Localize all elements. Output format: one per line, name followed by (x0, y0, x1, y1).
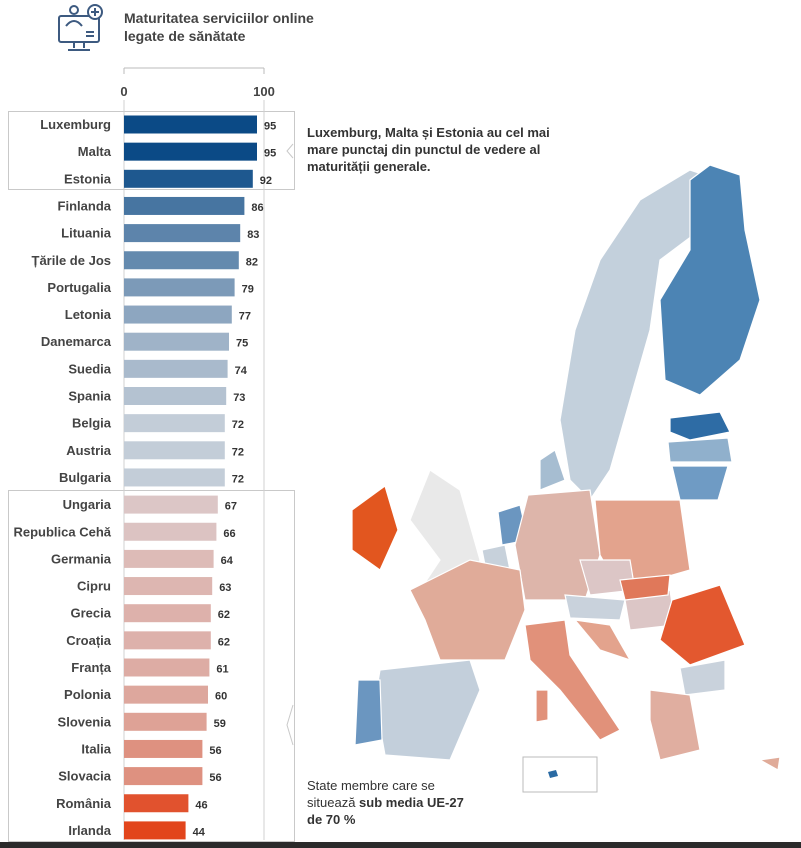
value-label: 95 (264, 148, 276, 160)
category-label: Bulgaria (59, 470, 112, 485)
category-label: Italia (81, 741, 111, 756)
bar (124, 115, 257, 134)
bar (124, 658, 210, 677)
value-label: 77 (239, 311, 251, 323)
value-label: 63 (219, 582, 231, 594)
bar (124, 604, 211, 623)
category-label: Belgia (72, 416, 112, 431)
bottom-bar (0, 842, 801, 848)
category-label: Slovacia (58, 769, 112, 784)
value-label: 74 (235, 365, 248, 377)
category-label: Țările de Jos (32, 253, 111, 268)
bar (124, 414, 225, 433)
category-label: România (56, 796, 112, 811)
bar (124, 739, 203, 758)
bar (124, 387, 227, 405)
bar (124, 495, 218, 514)
bar (124, 224, 241, 243)
bar (124, 794, 189, 813)
bar (124, 441, 225, 460)
value-label: 66 (223, 528, 235, 540)
category-label: Cipru (77, 579, 111, 594)
value-label: 95 (264, 121, 276, 133)
top-group-pointer (286, 143, 294, 159)
value-label: 59 (214, 718, 226, 730)
category-label: Franța (71, 660, 112, 675)
value-label: 61 (216, 664, 228, 676)
category-label: Germania (51, 551, 112, 566)
top-annotation: Luxemburg, Malta și Estonia au cel mai m… (307, 125, 550, 174)
doctor-monitor-icon (56, 2, 106, 59)
category-label: Grecia (71, 606, 112, 621)
bar (124, 359, 228, 378)
bar (124, 305, 232, 324)
value-label: 73 (233, 392, 245, 404)
bottom-group-pointer (286, 704, 294, 746)
category-label: Portugalia (47, 280, 111, 295)
category-label: Letonia (65, 307, 112, 322)
category-label: Suedia (68, 361, 111, 376)
value-label: 67 (225, 501, 237, 513)
value-label: 86 (251, 202, 263, 214)
value-label: 72 (232, 419, 244, 431)
category-label: Republica Cehă (13, 524, 111, 539)
bar (124, 577, 213, 596)
category-label: Polonia (64, 687, 112, 702)
chart-title: Maturitatea serviciilor online legate de… (124, 10, 314, 44)
bottom-annotation-text: State membre care se situează (307, 778, 435, 810)
category-label: Finlanda (58, 198, 112, 213)
value-label: 72 (232, 473, 244, 485)
bar (124, 821, 186, 840)
category-label: Malta (78, 144, 112, 159)
category-label: Irlanda (68, 823, 111, 838)
value-label: 64 (221, 555, 234, 567)
bar (124, 685, 208, 704)
bar (124, 196, 245, 215)
category-label: Estonia (64, 171, 112, 186)
axis-tick-label: 100 (253, 84, 275, 99)
value-label: 44 (193, 826, 206, 838)
value-label: 62 (218, 609, 230, 621)
bar (124, 549, 214, 568)
value-label: 75 (236, 338, 248, 350)
bar (124, 142, 257, 161)
bar (124, 767, 203, 786)
value-label: 56 (209, 745, 221, 757)
value-label: 62 (218, 636, 230, 648)
bar (124, 278, 235, 297)
value-label: 46 (195, 799, 207, 811)
bottom-annotation: State membre care se situează sub media … (307, 777, 467, 828)
axis-tick-label: 0 (120, 84, 127, 99)
bottom-annotation-bold: sub media UE-27 de 70 % (307, 795, 464, 827)
value-label: 92 (260, 175, 272, 187)
top-group-box (8, 111, 295, 190)
category-label: Austria (66, 443, 112, 458)
category-label: Croația (66, 633, 112, 648)
bar (124, 522, 217, 541)
bar (124, 332, 229, 351)
category-label: Slovenia (58, 714, 112, 729)
value-label: 56 (209, 772, 221, 784)
category-label: Danemarca (41, 334, 112, 349)
bar (124, 468, 225, 487)
value-label: 83 (247, 229, 259, 241)
bar (124, 631, 211, 650)
category-label: Lituania (61, 226, 112, 241)
category-label: Luxemburg (40, 117, 111, 132)
value-label: 60 (215, 691, 227, 703)
bar (124, 169, 253, 188)
value-label: 72 (232, 446, 244, 458)
value-label: 79 (242, 283, 254, 295)
value-label: 82 (246, 256, 258, 268)
below-average-group-box (8, 490, 295, 842)
category-label: Ungaria (63, 497, 112, 512)
bar (124, 251, 239, 270)
bar (124, 712, 207, 731)
category-label: Spania (68, 389, 111, 404)
